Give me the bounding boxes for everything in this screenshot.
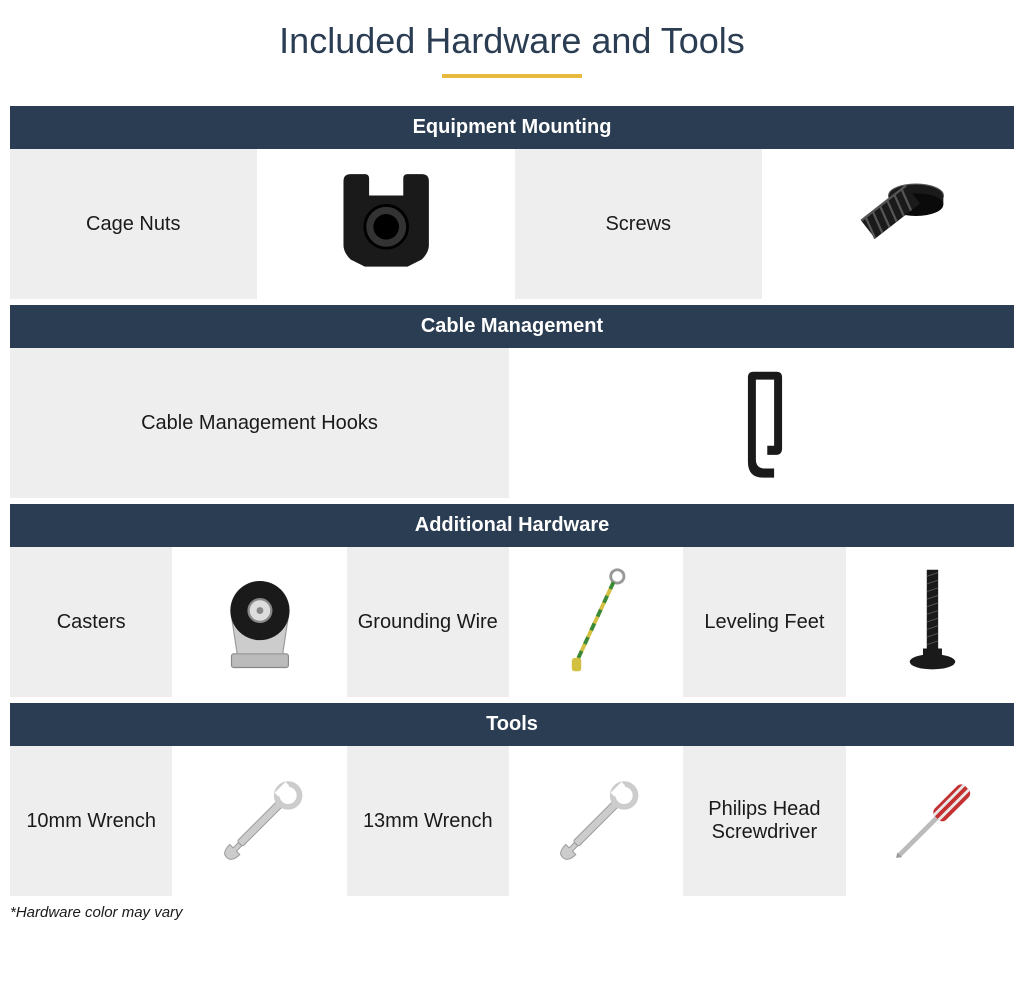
item-label: Casters xyxy=(10,547,172,697)
table-row: 10mm Wrench 13mm Wrench Philips Head Scr… xyxy=(10,746,1014,896)
grounding-wire-icon xyxy=(515,547,677,697)
section-header-additional-hardware: Additional Hardware xyxy=(10,504,1014,547)
item-label: 13mm Wrench xyxy=(347,746,509,896)
table-row: Cable Management Hooks xyxy=(10,348,1014,498)
title-underline xyxy=(442,74,582,78)
item-label: 10mm Wrench xyxy=(10,746,172,896)
item-label: Leveling Feet xyxy=(683,547,845,697)
leveling-foot-icon xyxy=(852,547,1014,697)
wrench-icon xyxy=(515,746,677,896)
wrench-icon xyxy=(178,746,340,896)
item-label: Screws xyxy=(515,149,762,299)
section-header-tools: Tools xyxy=(10,703,1014,746)
section-header-equipment-mounting: Equipment Mounting xyxy=(10,106,1014,149)
item-label: Grounding Wire xyxy=(347,547,509,697)
caster-icon xyxy=(178,547,340,697)
item-label: Philips Head Screwdriver xyxy=(683,746,845,896)
footnote: *Hardware color may vary xyxy=(10,904,1014,921)
section-header-cable-management: Cable Management xyxy=(10,305,1014,348)
cage-nut-icon xyxy=(263,149,510,299)
table-row: Cage Nuts Screws xyxy=(10,149,1014,299)
page-title: Included Hardware and Tools xyxy=(10,20,1014,62)
cable-hook-icon xyxy=(515,348,1014,498)
item-label: Cable Management Hooks xyxy=(10,348,509,498)
item-label: Cage Nuts xyxy=(10,149,257,299)
screwdriver-icon xyxy=(852,746,1014,896)
table-row: Casters Grounding Wire Leveling Feet xyxy=(10,547,1014,697)
screw-icon xyxy=(768,149,1015,299)
